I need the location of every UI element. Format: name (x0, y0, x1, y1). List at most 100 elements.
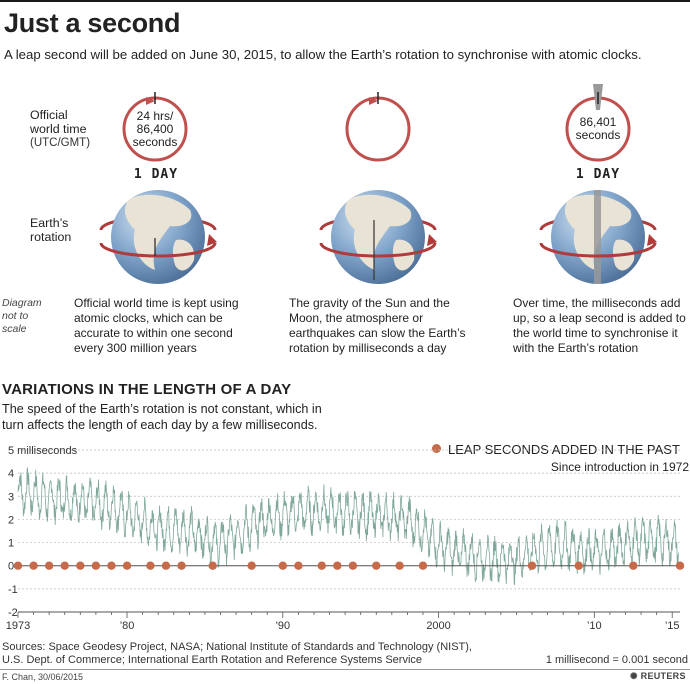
leap-second-dot (161, 561, 171, 570)
scale-line2: not to (2, 310, 29, 322)
desc2-line3: earthquakes can slow the Earth’s (289, 326, 466, 340)
clock-ring-2 (345, 92, 411, 162)
leap-second-dot (91, 561, 101, 570)
scale-line3: scale (2, 323, 27, 335)
label-utc: (UTC/GMT) (30, 137, 91, 149)
desc3-line1: Over time, the milliseconds add (513, 296, 681, 310)
leap-second-dot (60, 561, 69, 570)
x-tick-label: 1973 (6, 620, 30, 632)
globe-1 (99, 190, 217, 284)
leap-second-dot (333, 561, 342, 570)
leap-second-dot (122, 561, 132, 570)
rotation-diagram (99, 84, 657, 284)
day-label-1: 1 DAY (133, 167, 179, 182)
earth-rotation-label: Earth’s rotation (30, 216, 71, 244)
length-of-day-chart: -2 -1 0 1 2 3 4 5 milliseconds 1973 ’80 ’90 2000 ’1… (6, 445, 685, 632)
desc3-line4: with the Earth’s rotation (513, 341, 639, 355)
y-tick-label: 2 (8, 514, 14, 526)
reuters-logo: ✺ REUTERS (630, 671, 686, 682)
label-world-time: world time (30, 122, 87, 136)
clock1-text: 24 hrs/ 86,400 seconds (120, 110, 190, 149)
x-tick-label: ’15 (665, 620, 680, 632)
description-2: The gravity of the Sun and the Moon, the… (289, 296, 489, 356)
brand-label: REUTERS (640, 671, 686, 681)
leap-second-dot (372, 561, 381, 570)
top-rule (0, 0, 690, 2)
y-tick-label: 4 (8, 468, 14, 480)
y-tick-label: -1 (8, 584, 18, 596)
desc3-line2: up, so a leap second is added to (513, 311, 686, 325)
chart-subtitle: The speed of the Earth’s rotation is not… (2, 402, 322, 432)
leap-second-dots (13, 561, 685, 570)
clock1-line2: 86,400 (136, 122, 174, 136)
desc2-line1: The gravity of the Sun and the (289, 296, 450, 310)
leap-second-dot (574, 561, 583, 570)
leap-second-dot (348, 561, 358, 570)
day-label-3: 1 DAY (575, 167, 621, 182)
legend-dot-icon (432, 444, 441, 453)
label-earth: Earth’s (30, 216, 69, 230)
sources-line1: Sources: Space Geodesy Project, NASA; Na… (2, 641, 472, 653)
page-subtitle: A leap second will be added on June 30, … (4, 47, 642, 62)
credit: F. Chan, 30/06/2015 (2, 672, 84, 682)
desc1-line2: atomic clocks, which can be (74, 311, 223, 325)
y-tick-label: -2 (8, 607, 18, 619)
leap-second-dot (29, 561, 38, 570)
diagram-scale-note: Diagram not to scale (2, 297, 42, 336)
y-tick-label: 1 (8, 538, 14, 550)
bottom-rule (0, 669, 690, 670)
lod-series-line (17, 467, 679, 586)
unit-note: 1 millisecond = 0.001 second (545, 654, 688, 666)
globe-3 (539, 190, 657, 284)
y-tick-label: 0 (8, 561, 14, 573)
chart-series (17, 467, 679, 586)
desc1-line1: Official world time is kept using (74, 296, 239, 310)
y-tick-label: 5 milliseconds (8, 445, 78, 457)
clock1-line1: 24 hrs/ (136, 109, 174, 123)
legend-subtitle: Since introduction in 1972 (550, 460, 689, 474)
leap-second-dot (13, 561, 23, 570)
leap-second-dot (317, 561, 326, 570)
scale-line1: Diagram (2, 297, 42, 309)
clock3-line1: 86,401 (579, 115, 617, 129)
globe-2 (319, 190, 437, 284)
sources-line2: U.S. Dept. of Commerce; International Ea… (2, 654, 423, 666)
clock3-text: 86,401 seconds (563, 116, 633, 142)
leap-second-dot (247, 561, 256, 570)
description-1: Official world time is kept using atomic… (74, 296, 274, 356)
leap-second-dot (418, 561, 428, 570)
x-tick-label: ’80 (120, 620, 135, 632)
desc2-line2: Moon, the atmosphere or (289, 311, 424, 325)
desc1-line3: accurate to within one second (74, 326, 233, 340)
leap-second-dot (294, 561, 303, 570)
leap-second-dot (278, 561, 287, 570)
leap-second-dot (675, 561, 685, 570)
desc3-line3: the world time to synchronise it (513, 326, 678, 340)
chart-x-axis: 1973 ’80 ’90 2000 ’10 ’15 (6, 611, 680, 632)
leap-second-dot (629, 561, 638, 570)
clock1-line3: seconds (132, 135, 178, 149)
clock-ring-1 (122, 92, 188, 162)
legend-label: LEAP SECONDS ADDED IN THE PAST (448, 442, 680, 457)
desc2-line4: rotation by milliseconds a day (289, 341, 447, 355)
label-official: Official (30, 108, 68, 122)
leap-second-dot (395, 561, 404, 570)
chart-y-axis: -2 -1 0 1 2 3 4 5 milliseconds (8, 445, 78, 619)
x-tick-label: 2000 (426, 620, 450, 632)
leap-second-dot (146, 561, 155, 570)
label-rotation: rotation (30, 230, 72, 244)
leap-second-dot (76, 561, 85, 570)
page-title: Just a second (4, 8, 181, 38)
desc1-line4: every 300 million years (74, 341, 197, 355)
chart-legend: LEAP SECONDS ADDED IN THE PAST (432, 442, 680, 457)
reuters-dots-icon: ✺ (630, 671, 641, 681)
clock-ring-3 (565, 84, 631, 162)
leap-second-dot (44, 561, 54, 570)
clock3-line2: seconds (575, 128, 621, 142)
x-tick-label: ’10 (587, 620, 602, 632)
leap-second-dot (107, 561, 116, 570)
description-3: Over time, the milliseconds add up, so a… (513, 296, 690, 356)
chart-title: VARIATIONS IN THE LENGTH OF A DAY (2, 381, 292, 398)
y-tick-label: 3 (8, 491, 14, 503)
leap-second-dot (527, 561, 537, 570)
